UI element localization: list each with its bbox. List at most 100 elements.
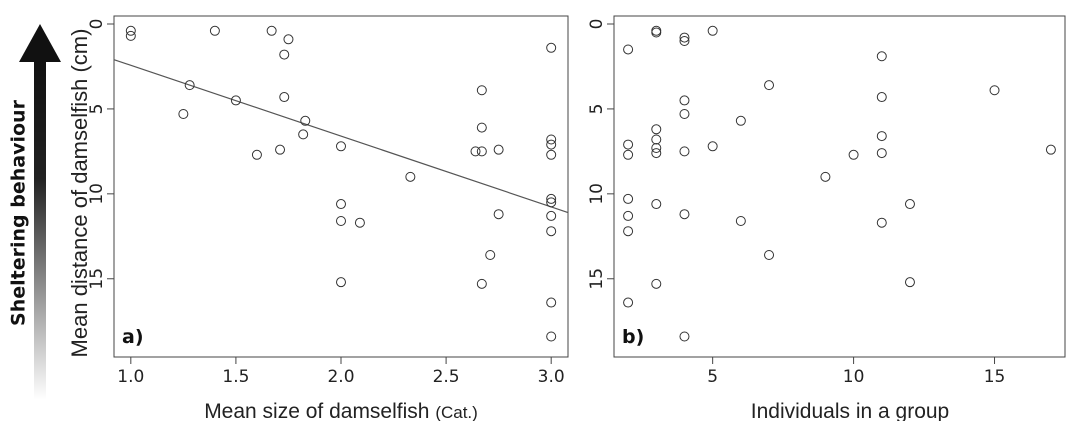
x-tick-label: 10: [843, 367, 865, 387]
data-point: [876, 131, 887, 142]
data-point: [476, 85, 487, 96]
data-point: [470, 146, 481, 157]
data-point: [405, 171, 416, 182]
x-tick-label: 3.0: [538, 367, 565, 387]
panel-a: 1.0 1.5 2.0 2.5 3.0 0 5 10 15 a) Mean size of d…: [87, 15, 569, 421]
data-point: [546, 197, 557, 208]
data-point: [623, 210, 634, 221]
sheltering-arrow: [19, 24, 61, 400]
data-point: [679, 35, 690, 46]
data-point: [209, 25, 220, 36]
data-point: [336, 277, 346, 288]
data-point: [876, 51, 887, 62]
data-point: [476, 278, 487, 289]
data-point: [283, 34, 294, 45]
panel-b-x-ticks: 5 10 15: [707, 357, 1005, 387]
data-point: [1045, 144, 1056, 155]
data-point: [493, 209, 504, 220]
data-point: [623, 226, 634, 237]
data-point: [876, 217, 887, 228]
data-point: [546, 193, 557, 204]
x-tick-label: 2.5: [433, 367, 460, 387]
data-point: [904, 277, 915, 288]
data-point: [651, 142, 662, 153]
data-point: [679, 146, 690, 157]
data-point: [546, 134, 557, 145]
data-point: [336, 141, 346, 152]
data-point: [336, 216, 346, 227]
arrow-head: [19, 24, 61, 62]
data-point: [298, 129, 309, 140]
panel-b-frame: [613, 15, 1066, 358]
panel-a-regression-line: [113, 59, 569, 214]
data-point: [735, 115, 746, 126]
y-tick-label: 5: [87, 104, 107, 115]
y-tick-label: 15: [587, 268, 607, 290]
x-tick-label: 1.0: [117, 367, 144, 387]
x-tick-label: 15: [984, 367, 1006, 387]
data-point: [125, 30, 136, 41]
panel-a-label: a): [122, 326, 144, 348]
x-tick-label: 5: [707, 367, 718, 387]
data-point: [546, 149, 557, 160]
y-tick-label: 0: [587, 19, 607, 30]
data-point: [178, 109, 189, 120]
data-point: [623, 149, 634, 160]
data-point: [848, 149, 859, 160]
data-point: [300, 115, 311, 126]
panel-b-y-ticks: 0 5 10 15: [587, 19, 614, 290]
data-point: [989, 85, 1000, 96]
data-point: [354, 217, 365, 228]
data-point: [651, 27, 662, 38]
panel-b: 5 10 15 0 5 10 15 b) Individuals in a group: [587, 15, 1066, 421]
data-point: [279, 92, 290, 103]
data-point: [651, 199, 662, 210]
panel-a-x-axis-title: Mean size of damselfish (Cat.): [204, 400, 478, 421]
data-point: [623, 44, 634, 55]
data-point: [876, 148, 887, 159]
arrow-shaft: [34, 60, 46, 400]
data-point: [125, 25, 136, 36]
data-point: [266, 25, 277, 36]
data-point: [546, 226, 557, 237]
x-tick-label: 2.0: [327, 367, 354, 387]
data-point: [546, 210, 557, 221]
panel-b-points: [623, 25, 1056, 342]
data-point: [485, 249, 496, 260]
data-point: [651, 124, 662, 135]
y-tick-label: 0: [87, 19, 107, 30]
data-point: [820, 171, 831, 182]
data-point: [679, 95, 690, 106]
data-point: [279, 49, 290, 60]
data-point: [876, 92, 887, 103]
arrow-label: Sheltering behaviour: [8, 99, 30, 326]
data-point: [546, 331, 557, 342]
data-point: [651, 278, 662, 289]
data-point: [735, 216, 746, 227]
data-point: [546, 297, 557, 308]
y-axis-title: Mean distance of damselfish (cm): [67, 29, 92, 358]
panel-a-x-axis-title-main: Mean size of damselfish: [204, 400, 429, 421]
data-point: [707, 141, 718, 152]
data-point: [679, 109, 690, 120]
data-point: [623, 297, 634, 308]
data-point: [679, 331, 690, 342]
y-tick-label: 15: [87, 268, 107, 290]
data-point: [623, 193, 634, 204]
data-point: [679, 209, 690, 220]
panel-a-frame: [113, 15, 569, 358]
data-point: [251, 149, 262, 160]
data-point: [275, 144, 286, 155]
y-tick-label: 10: [587, 183, 607, 205]
x-tick-label: 1.5: [222, 367, 249, 387]
data-point: [476, 146, 487, 157]
data-point: [904, 199, 915, 210]
data-point: [476, 122, 487, 133]
data-point: [623, 139, 634, 150]
panel-b-x-axis-title: Individuals in a group: [751, 400, 949, 421]
data-point: [546, 139, 557, 150]
panel-a-x-ticks: 1.0 1.5 2.0 2.5 3.0: [117, 357, 565, 387]
data-point: [764, 249, 775, 260]
data-point: [764, 80, 775, 91]
data-point: [679, 32, 690, 43]
